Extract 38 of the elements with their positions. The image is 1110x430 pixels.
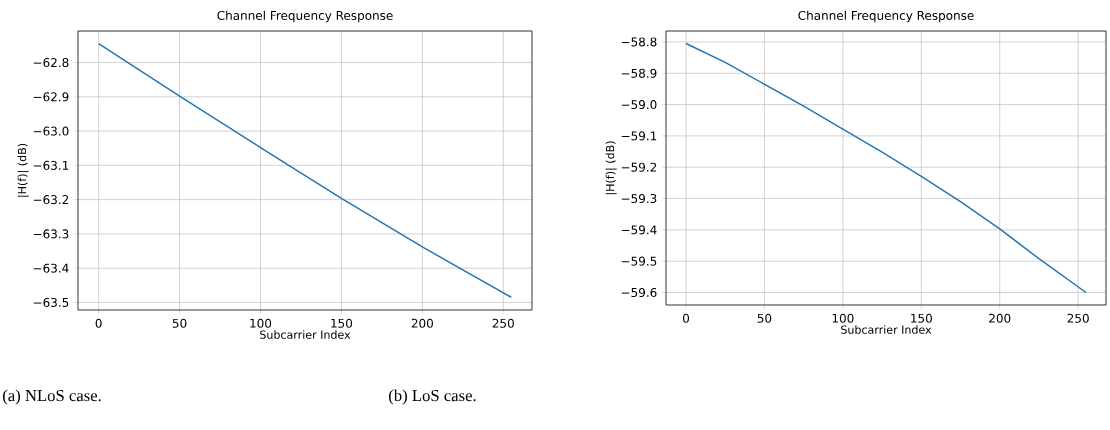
y-tick-label: −58.8 <box>621 37 657 47</box>
x-tick-label: 100 <box>250 318 272 328</box>
y-axis-title: |H(f)| (dB) <box>605 141 617 195</box>
y-tick-label: −59.3 <box>621 193 657 204</box>
x-tick-label: 200 <box>989 313 1011 323</box>
y-tick-label: −63.3 <box>33 229 69 239</box>
y-tick-label: −63.0 <box>33 126 69 136</box>
y-tick-label: −58.9 <box>621 68 657 78</box>
x-tick-label: 50 <box>172 318 187 328</box>
x-tick-label: 100 <box>832 313 854 323</box>
chart-title: Channel Frequency Response <box>798 10 974 23</box>
x-tick-label: 0 <box>95 318 102 328</box>
x-tick-label: 200 <box>411 318 433 328</box>
y-tick-label: −59.2 <box>621 162 657 172</box>
x-tick-label: 150 <box>911 313 932 323</box>
text: (a) NLoS case. <box>3 389 101 405</box>
y-tick-label: −63.1 <box>33 160 69 170</box>
y-tick-label: −63.4 <box>33 263 69 273</box>
text: (b) LoS case. <box>389 389 476 405</box>
x-tick-label: 250 <box>1067 313 1089 323</box>
x-tick-label: 150 <box>331 318 353 328</box>
y-tick-label: −59.6 <box>621 287 657 298</box>
y-tick-label: −62.8 <box>33 58 69 68</box>
x-axis-title: Subcarrier Index <box>841 325 932 334</box>
y-tick-label: −59.0 <box>621 100 657 110</box>
y-tick-label: −59.4 <box>621 225 657 235</box>
x-tick-label: 50 <box>757 313 772 323</box>
x-axis-title: Subcarrier Index <box>260 330 351 339</box>
chart-title: Channel Frequency Response <box>217 10 393 23</box>
y-tick-label: −59.1 <box>621 131 657 141</box>
y-tick-label: −62.9 <box>33 92 69 102</box>
y-tick-label: −63.2 <box>33 195 69 205</box>
y-axis-title: |H(f)| (dB) <box>17 143 29 197</box>
line-series <box>97 42 513 299</box>
x-tick-label: 0 <box>682 313 690 323</box>
y-tick-label: −63.5 <box>33 297 69 307</box>
y-tick-label: −59.5 <box>621 256 657 266</box>
x-tick-label: 250 <box>492 318 514 328</box>
